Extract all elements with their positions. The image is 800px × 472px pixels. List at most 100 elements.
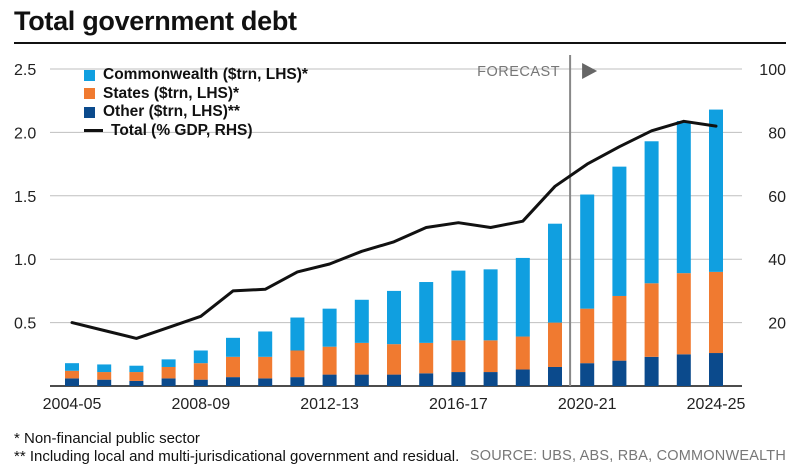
source-note: SOURCE: UBS, ABS, RBA, COMMONWEALTH: [469, 448, 786, 464]
bar-commonwealth: [451, 270, 466, 341]
bar-commonwealth: [644, 141, 659, 284]
bar-commonwealth: [129, 365, 144, 373]
bar-other: [258, 378, 273, 386]
total-line-swatch: [84, 129, 103, 133]
legend-item-states: States ($trn, LHS)*: [84, 85, 308, 104]
bar-states: [515, 336, 530, 370]
y-left-tick-label: 1.0: [14, 252, 36, 269]
bar-commonwealth: [354, 299, 369, 343]
bar-commonwealth: [676, 120, 691, 274]
bar-commonwealth: [65, 363, 79, 371]
bar-other: [322, 374, 337, 386]
x-tick-label: 2012-13: [300, 396, 359, 413]
bar-other: [65, 378, 79, 386]
chart-title: Total government debt: [14, 6, 297, 36]
bar-states: [97, 372, 112, 380]
forecast-label: FORECAST: [477, 64, 560, 80]
y-left-tick-label: 0.5: [14, 316, 36, 333]
legend: Commonwealth ($trn, LHS)* States ($trn, …: [84, 66, 308, 140]
states-swatch: [84, 88, 95, 100]
legend-label-commonwealth: Commonwealth ($trn, LHS)*: [103, 66, 308, 84]
legend-label-other: Other ($trn, LHS)**: [103, 103, 240, 121]
bar-other: [387, 374, 401, 386]
bar-states: [258, 356, 273, 379]
bar-commonwealth: [548, 223, 562, 323]
bar-other: [612, 360, 627, 386]
x-tick-label: 2016-17: [429, 396, 488, 413]
bar-states: [676, 273, 691, 355]
bar-commonwealth: [258, 331, 273, 357]
bar-states: [322, 346, 337, 375]
bar-states: [354, 342, 369, 375]
bar-states: [612, 295, 627, 361]
bar-other: [193, 379, 208, 386]
legend-label-total: Total (% GDP, RHS): [111, 121, 253, 139]
bar-states: [451, 340, 466, 373]
bar-other: [161, 378, 176, 386]
bar-states: [483, 340, 498, 373]
title-rule: [14, 42, 786, 44]
x-tick-label: 2024-25: [687, 396, 746, 413]
bar-commonwealth: [161, 359, 176, 367]
bar-other: [709, 353, 723, 386]
bar-other: [226, 377, 240, 386]
bar-other: [354, 374, 369, 386]
bar-states: [580, 308, 595, 364]
line-layer: [70, 119, 718, 340]
x-tick-label: 2020-21: [558, 396, 617, 413]
bar-other: [97, 379, 112, 386]
y-right-tick-label: 40: [768, 252, 786, 269]
bar-other: [515, 369, 530, 386]
footnotes: * Non-financial public sector ** Includi…: [14, 430, 459, 465]
bars-layer: [65, 109, 723, 386]
bar-states: [65, 370, 79, 379]
y-left-tick-label: 2.5: [14, 62, 36, 79]
y-left-tick-label: 1.5: [14, 189, 36, 206]
bar-states: [290, 350, 305, 378]
bar-commonwealth: [226, 337, 240, 357]
series-line-total: [70, 119, 718, 340]
legend-item-commonwealth: Commonwealth ($trn, LHS)*: [84, 66, 308, 85]
bar-commonwealth: [322, 308, 337, 347]
debt-chart: 2.5 2.0 1.5 1.0 0.5 100 80 60 40 20 FORECAST 2004-0…: [14, 55, 786, 413]
bar-other: [580, 363, 595, 386]
footnote-1: * Non-financial public sector: [14, 430, 200, 447]
bar-states: [548, 322, 562, 367]
legend-item-total: Total (% GDP, RHS): [84, 122, 308, 141]
bar-states: [709, 271, 723, 354]
bar-commonwealth: [515, 257, 530, 337]
bar-other: [676, 354, 691, 386]
bar-states: [129, 372, 144, 381]
footnote-2: ** Including local and multi-jurisdicati…: [14, 447, 460, 465]
bar-commonwealth: [709, 109, 723, 272]
bar-states: [387, 344, 401, 375]
bar-commonwealth: [387, 290, 401, 345]
forecast-arrow-icon: [582, 63, 598, 79]
bar-states: [161, 366, 176, 379]
bar-other: [419, 373, 434, 386]
labels-layer: 2.5 2.0 1.5 1.0 0.5 100 80 60 40 20 FORECAST 2004-0…: [14, 62, 786, 413]
bar-states: [644, 283, 659, 357]
bar-commonwealth: [612, 166, 627, 296]
y-right-tick-label: 100: [759, 62, 786, 79]
bar-commonwealth: [290, 317, 305, 351]
bar-other: [483, 372, 498, 386]
bar-states: [226, 356, 240, 378]
bar-other: [548, 366, 562, 386]
y-right-tick-label: 20: [768, 316, 786, 333]
bar-states: [419, 342, 434, 374]
bar-commonwealth: [97, 364, 112, 373]
bar-commonwealth: [580, 194, 595, 309]
bar-commonwealth: [193, 350, 208, 364]
bar-other: [129, 380, 144, 386]
x-tick-label: 2004-05: [43, 396, 102, 413]
commonwealth-swatch: [84, 69, 95, 81]
bar-commonwealth: [419, 282, 434, 343]
bar-states: [193, 363, 208, 380]
other-swatch: [84, 106, 95, 118]
x-tick-label: 2008-09: [171, 396, 230, 413]
bar-commonwealth: [483, 269, 498, 341]
legend-item-other: Other ($trn, LHS)**: [84, 103, 308, 122]
bar-other: [644, 356, 659, 386]
y-left-tick-label: 2.0: [14, 125, 36, 142]
